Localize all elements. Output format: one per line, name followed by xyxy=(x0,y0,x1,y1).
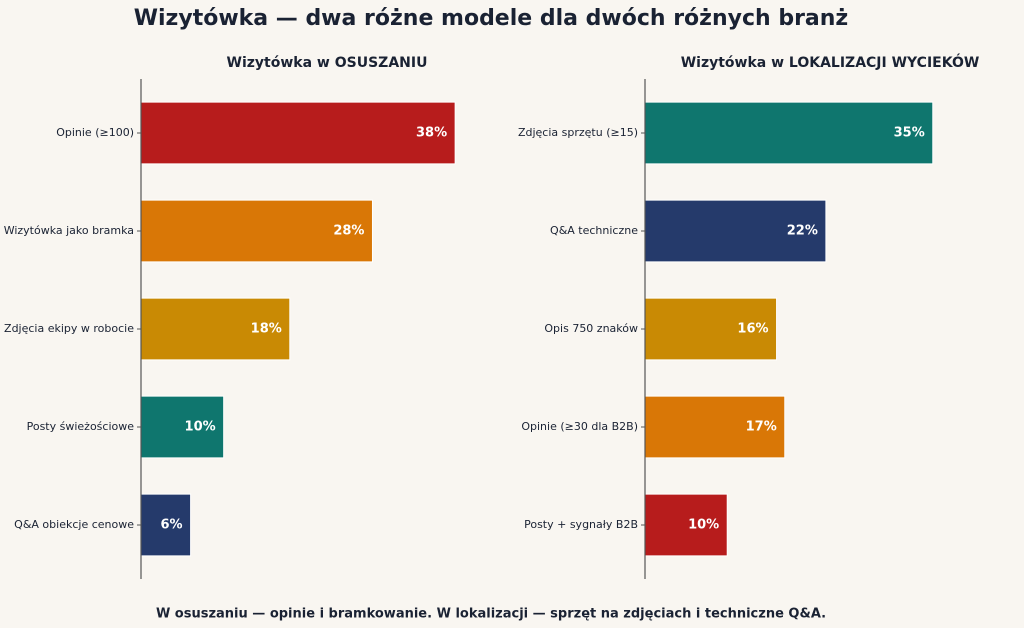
value-label: 18% xyxy=(251,322,282,337)
footnote: W osuszaniu — opinie i bramkowanie. W lo… xyxy=(156,607,826,622)
page-title: Wizytówka — dwa różne modele dla dwóch r… xyxy=(134,6,849,31)
bar xyxy=(140,395,225,459)
value-label: 10% xyxy=(688,518,719,533)
value-label: 10% xyxy=(185,420,216,435)
value-label: 22% xyxy=(787,224,818,239)
y-tick-label: Zdjęcia sprzętu (≥15) xyxy=(518,126,638,139)
y-tick-label: Opinie (≥100) xyxy=(56,126,134,139)
y-tick-label: Opinie (≥30 dla B2B) xyxy=(521,420,638,433)
bar xyxy=(644,297,778,361)
subplot-title: Wizytówka w LOKALIZACJI WYCIEKÓW xyxy=(681,53,980,71)
y-tick-label: Q&A obiekcje cenowe xyxy=(14,518,134,531)
bar xyxy=(140,199,373,263)
y-tick-label: Zdjęcia ekipy w robocie xyxy=(4,322,134,335)
value-label: 6% xyxy=(161,518,183,533)
y-tick-label: Q&A techniczne xyxy=(550,224,638,237)
y-tick-label: Posty świeżościowe xyxy=(27,420,135,433)
y-tick-label: Opis 750 znaków xyxy=(544,322,638,335)
value-label: 28% xyxy=(333,224,364,239)
bar xyxy=(644,101,934,165)
bar xyxy=(644,493,728,557)
value-label: 17% xyxy=(746,420,777,435)
value-label: 16% xyxy=(737,322,768,337)
bar xyxy=(140,101,456,165)
y-tick-label: Posty + sygnały B2B xyxy=(524,518,638,531)
subplot-title: Wizytówka w OSUSZANIU xyxy=(227,55,428,71)
bar xyxy=(644,395,786,459)
value-label: 35% xyxy=(894,126,925,141)
value-label: 38% xyxy=(416,126,447,141)
y-tick-label: Wizytówka jako bramka xyxy=(4,224,134,237)
